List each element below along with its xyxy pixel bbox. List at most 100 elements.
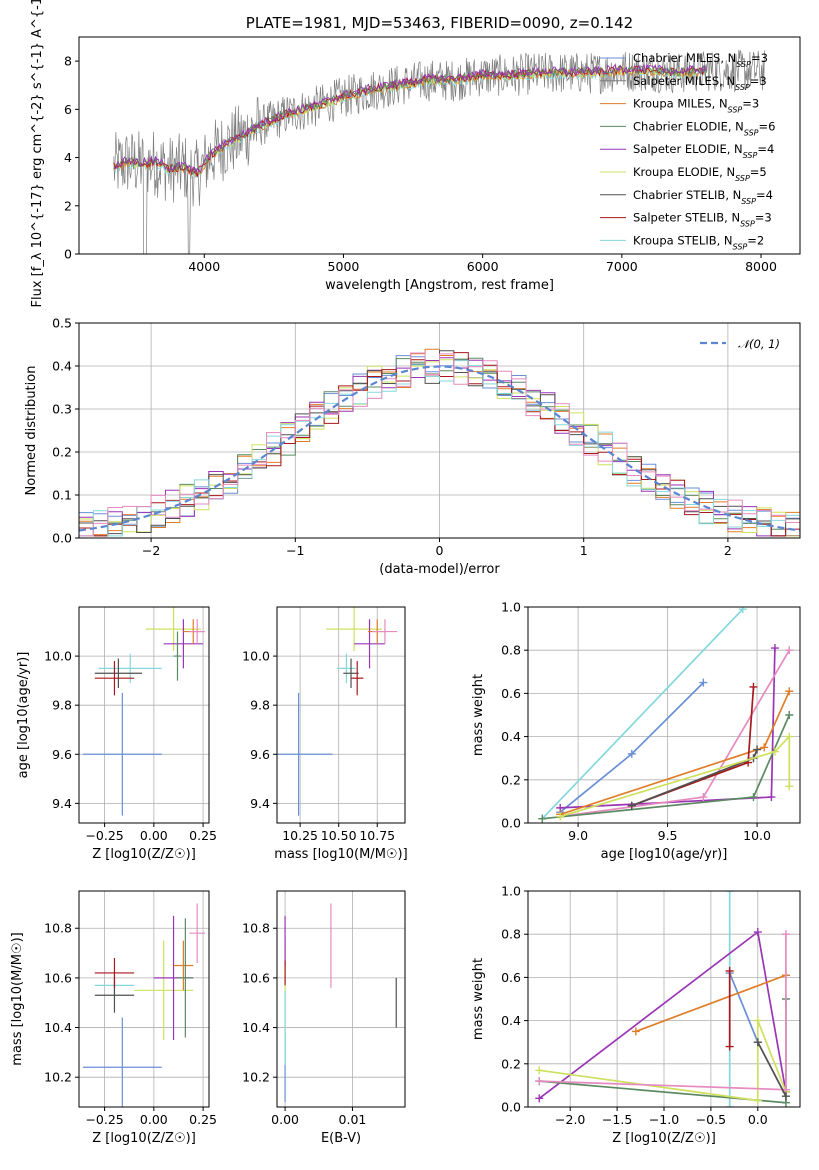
x-axis-label: Z [log10(Z/Z☉)] xyxy=(92,1131,196,1146)
weight-line xyxy=(635,974,787,1033)
y-tick-label: 9.4 xyxy=(52,796,72,811)
y-tick-label: 4 xyxy=(64,150,72,165)
plus-marker xyxy=(770,644,779,653)
plus-marker xyxy=(785,782,794,791)
plus-marker xyxy=(725,1103,734,1107)
y-axis-label: age [log10(age/yr)] xyxy=(16,652,31,779)
x-tick-label: −2 xyxy=(142,543,160,558)
weight-line xyxy=(728,972,759,1043)
y-tick-label: 9.6 xyxy=(250,747,270,762)
axes-mass_vs_Z: −0.25 0.00 0.25 10.2 10.4 10.6 10.8 Z [log10(Z/… xyxy=(10,890,217,1146)
y-tick-label: 10.2 xyxy=(44,1070,72,1085)
y-axis-label: Flux [f_λ 10^{-17} erg cm^{-2} s^{-1} A^… xyxy=(30,0,45,307)
plus-marker xyxy=(627,749,636,758)
x-tick-label: −1.0 xyxy=(649,1112,679,1127)
weight-line xyxy=(538,930,787,1100)
y-tick-label: 0.0 xyxy=(501,816,521,831)
y-tick-label: 1.0 xyxy=(501,884,521,899)
plus-marker xyxy=(781,1092,790,1101)
weight-line xyxy=(559,681,704,813)
plus-marker xyxy=(725,891,734,895)
y-tick-label: 10.6 xyxy=(44,970,72,985)
legend-label: 𝒩(0, 1) xyxy=(738,337,780,351)
plus-marker xyxy=(785,646,794,655)
plus-marker xyxy=(538,814,547,823)
y-tick-label: 2 xyxy=(64,198,72,213)
axes-frame xyxy=(527,606,801,824)
y-axis-label: Normed distribution xyxy=(24,366,39,496)
x-tick-label: −2.0 xyxy=(555,1112,585,1127)
x-tick-label: 0.25 xyxy=(189,828,217,843)
legend-label: Salpeter MILES, NSSP=3 xyxy=(633,74,767,92)
legend-sub: SSP xyxy=(735,82,750,91)
x-tick-label: −0.5 xyxy=(696,1112,726,1127)
legend-label: Chabrier MILES, NSSP=3 xyxy=(633,51,768,69)
legend-count: =6 xyxy=(759,119,776,133)
y-tick-label: 0.3 xyxy=(52,402,72,417)
y-tick-label: 0.8 xyxy=(501,643,521,658)
plus-marker xyxy=(760,743,769,752)
y-tick-label: 0.1 xyxy=(52,488,72,503)
normal-curve xyxy=(79,365,800,532)
plus-marker xyxy=(781,930,790,939)
x-axis-label: Z [log10(Z/Z☉)] xyxy=(612,1131,716,1146)
x-tick-label: 2 xyxy=(724,543,732,558)
weight-line xyxy=(541,608,744,820)
plus-marker xyxy=(767,793,776,802)
plus-marker xyxy=(753,928,762,937)
axes-age_vs_Z: −0.25 0.00 0.25 9.4 9.6 9.8 10.0 Z [log10(Z/Z☉)… xyxy=(16,606,217,862)
plus-marker xyxy=(725,966,734,975)
x-tick-label: 9.5 xyxy=(658,828,678,843)
y-tick-label: 0.8 xyxy=(501,927,521,942)
legend-label: Kroupa MILES, NSSP=3 xyxy=(633,97,759,115)
legend-sub: SSP xyxy=(736,60,751,69)
y-tick-label: 6 xyxy=(64,102,72,117)
x-tick-label: 10.50 xyxy=(321,828,357,843)
x-tick-label: 4000 xyxy=(188,259,220,274)
y-tick-label: 10.4 xyxy=(242,1020,270,1035)
axes-spectrum: 4000 5000 6000 7000 8000 0 2 4 6 8 wavelength [Ang… xyxy=(30,0,801,307)
x-tick-label: 8000 xyxy=(745,259,777,274)
plus-marker xyxy=(785,711,794,719)
plus-marker xyxy=(749,793,758,802)
plot-area xyxy=(538,607,794,823)
plus-marker xyxy=(785,732,794,741)
x-tick-label: −0.25 xyxy=(85,828,123,843)
x-tick-label: 0.25 xyxy=(189,1112,217,1127)
histogram-step-line xyxy=(79,352,800,537)
weight-line xyxy=(631,686,755,807)
plus-marker xyxy=(753,1038,762,1047)
plot-area xyxy=(82,607,206,816)
x-tick-label: 10.25 xyxy=(282,828,318,843)
y-tick-label: 10.0 xyxy=(242,649,270,664)
y-tick-label: 0.6 xyxy=(501,970,521,985)
legend-label: Chabrier ELODIE, NSSP=6 xyxy=(633,119,775,137)
weight-line xyxy=(631,749,758,807)
legend-count: =3 xyxy=(751,51,768,65)
y-tick-label: 9.8 xyxy=(52,698,72,713)
plus-marker xyxy=(627,801,636,810)
legend-sub: SSP xyxy=(744,128,759,137)
weight-line xyxy=(757,1041,787,1097)
x-tick-label: 1 xyxy=(580,543,588,558)
x-axis-label: mass [log10(M/M☉)] xyxy=(274,847,407,862)
plot-area xyxy=(79,348,800,537)
legend-count: =3 xyxy=(742,97,759,111)
legend-sub: SSP xyxy=(741,196,756,205)
plus-marker xyxy=(631,1027,640,1036)
axes-frame xyxy=(276,890,406,1108)
legend-label: Salpeter STELIB, NSSP=3 xyxy=(633,211,772,229)
plus-marker xyxy=(699,793,708,802)
y-tick-label: 10.2 xyxy=(242,1070,270,1085)
y-tick-label: 0.6 xyxy=(501,686,521,701)
legend-label: Salpeter ELODIE, NSSP=4 xyxy=(633,142,774,160)
x-axis-label: (data-model)/error xyxy=(379,562,500,577)
axes-weight_vs_Z: −2.0 −1.5 −1.0 −0.5 0.0 0.0 0.2 0.4 0.6 0.8 1.0 Z [… xyxy=(471,884,801,1146)
y-tick-label: 0.0 xyxy=(501,1100,521,1115)
x-tick-label: 9.0 xyxy=(568,828,588,843)
plus-marker xyxy=(535,1066,544,1075)
y-axis-label: mass weight xyxy=(471,958,486,1040)
y-tick-label: 8 xyxy=(64,54,72,69)
spectrum-model-line xyxy=(113,64,706,176)
